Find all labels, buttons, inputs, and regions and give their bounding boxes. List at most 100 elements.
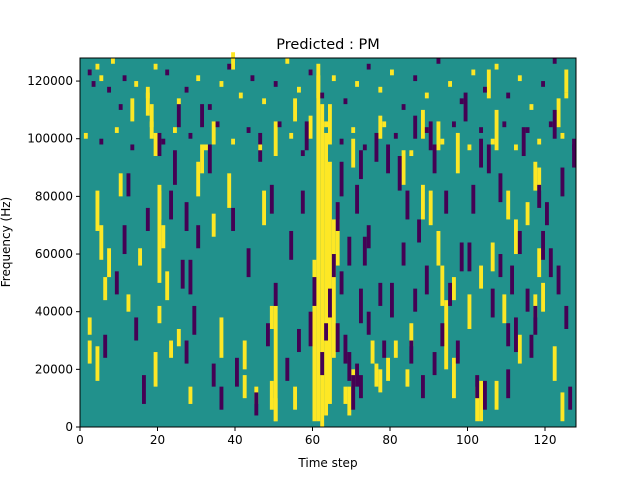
heatmap-cell-low xyxy=(436,58,441,64)
heatmap-cell-low xyxy=(254,392,259,416)
heatmap-cell-low xyxy=(297,328,301,353)
heatmap-cell-low xyxy=(300,150,305,157)
heatmap-cell-low xyxy=(366,225,371,249)
heatmap-cell-low xyxy=(459,242,464,272)
heatmap-cell-high xyxy=(285,58,290,64)
heatmap-cell-low xyxy=(351,375,356,410)
heatmap-cell-low xyxy=(444,190,449,214)
heatmap-cell-high xyxy=(475,386,480,422)
heatmap-cell-low xyxy=(517,230,522,255)
y-tick-label: 60000 xyxy=(35,247,73,261)
heatmap-cell-low xyxy=(537,184,542,208)
heatmap-cell-high xyxy=(564,92,569,99)
heatmap-cell-low xyxy=(386,144,391,174)
heatmap-cell-low xyxy=(355,363,360,387)
heatmap-cell-high xyxy=(103,277,108,301)
heatmap-cell-high xyxy=(494,63,499,70)
heatmap-cell-low xyxy=(200,104,205,128)
heatmap-cell-low xyxy=(289,230,294,260)
heatmap-cell-high xyxy=(95,63,100,70)
heatmap-cell-high xyxy=(529,104,534,110)
heatmap-cell-low xyxy=(424,265,429,295)
heatmap-cell-low xyxy=(521,127,526,157)
heatmap-cell-low xyxy=(486,144,491,174)
heatmap-cell-high xyxy=(308,115,313,139)
heatmap-cell-high xyxy=(525,202,530,226)
heatmap-cell-high xyxy=(238,92,243,99)
heatmap-cell-high xyxy=(436,230,441,266)
heatmap-cell-low xyxy=(378,282,383,306)
heatmap-cell-high xyxy=(242,340,247,370)
y-tick-label: 100000 xyxy=(27,132,73,146)
heatmap-cell-low xyxy=(483,86,487,93)
heatmap-cell-low xyxy=(397,156,402,191)
heatmap-cell-low xyxy=(455,340,460,364)
heatmap-cell-high xyxy=(107,248,112,278)
x-tick-label: 0 xyxy=(76,433,84,447)
heatmap-cell-low xyxy=(413,75,418,82)
heatmap-cell-low xyxy=(304,121,309,151)
heatmap-cell-low xyxy=(130,144,135,151)
heatmap-cell-low xyxy=(277,121,282,128)
x-axis-label: Time step xyxy=(297,456,357,470)
heatmap-cell-low xyxy=(359,288,363,324)
heatmap-cell-low xyxy=(320,92,325,99)
heatmap-cell-high xyxy=(173,127,177,133)
heatmap-cell-high xyxy=(293,386,298,410)
heatmap-cell-high xyxy=(176,98,181,105)
heatmap-cell-high xyxy=(149,121,154,128)
heatmap-cell-low xyxy=(490,288,495,318)
y-tick-label: 20000 xyxy=(35,362,73,376)
heatmap-cell-high xyxy=(312,259,317,422)
heatmap-cell-high xyxy=(517,75,522,82)
heatmap-cell-high xyxy=(145,86,150,116)
heatmap-cell-low xyxy=(235,357,239,387)
heatmap-cell-high xyxy=(452,357,456,399)
heatmap-cell-low xyxy=(246,127,251,133)
x-tick-label: 80 xyxy=(382,433,397,447)
heatmap-cell-high xyxy=(452,277,456,301)
x-tick-label: 120 xyxy=(534,433,557,447)
heatmap-cell-low xyxy=(440,323,445,347)
heatmap-cell-high xyxy=(351,138,356,168)
heatmap-cell-low xyxy=(331,254,336,278)
heatmap-cell-low xyxy=(448,282,453,306)
heatmap-cell-high xyxy=(467,294,472,329)
heatmap-cell-high xyxy=(273,305,278,422)
heatmap-cell-high xyxy=(273,398,278,422)
heatmap-cell-low xyxy=(211,363,216,387)
heatmap-cell-low xyxy=(169,190,174,220)
heatmap-cell-high xyxy=(552,346,557,381)
heatmap-cell-low xyxy=(510,265,515,295)
heatmap-cell-low xyxy=(173,150,177,185)
heatmap-cell-high xyxy=(219,81,224,87)
heatmap-cell-high xyxy=(95,346,100,381)
heatmap-cell-low xyxy=(552,58,557,64)
heatmap-cell-high xyxy=(114,127,119,133)
heatmap-cell-high xyxy=(355,81,360,87)
heatmap-cell-high xyxy=(111,58,115,64)
heatmap-cell-low xyxy=(401,242,406,266)
heatmap-cell-high xyxy=(378,369,383,393)
heatmap-cell-low xyxy=(219,386,224,410)
heatmap-cell-high xyxy=(204,144,208,151)
heatmap-cell-low xyxy=(308,311,313,347)
heatmap-cell-high xyxy=(533,161,538,191)
heatmap-cell-high xyxy=(436,121,441,151)
heatmap-cell-high xyxy=(331,75,336,82)
heatmap-cell-high xyxy=(231,52,236,70)
heatmap-cell-low xyxy=(339,271,344,295)
heatmap-cell-high xyxy=(409,323,414,347)
heatmap-cell-high xyxy=(347,386,352,416)
heatmap-cell-low xyxy=(165,69,170,76)
heatmap-cell-high xyxy=(421,109,425,139)
heatmap-cell-high xyxy=(130,98,135,122)
heatmap-cell-low xyxy=(184,202,189,231)
heatmap-cell-high xyxy=(126,294,131,312)
y-tick-label: 0 xyxy=(65,420,73,434)
heatmap-cell-high xyxy=(335,219,340,266)
heatmap-cell-high xyxy=(343,386,348,404)
heatmap-cell-low xyxy=(545,202,549,226)
heatmap-cell-low xyxy=(533,305,538,335)
heatmap-cell-high xyxy=(99,75,104,82)
